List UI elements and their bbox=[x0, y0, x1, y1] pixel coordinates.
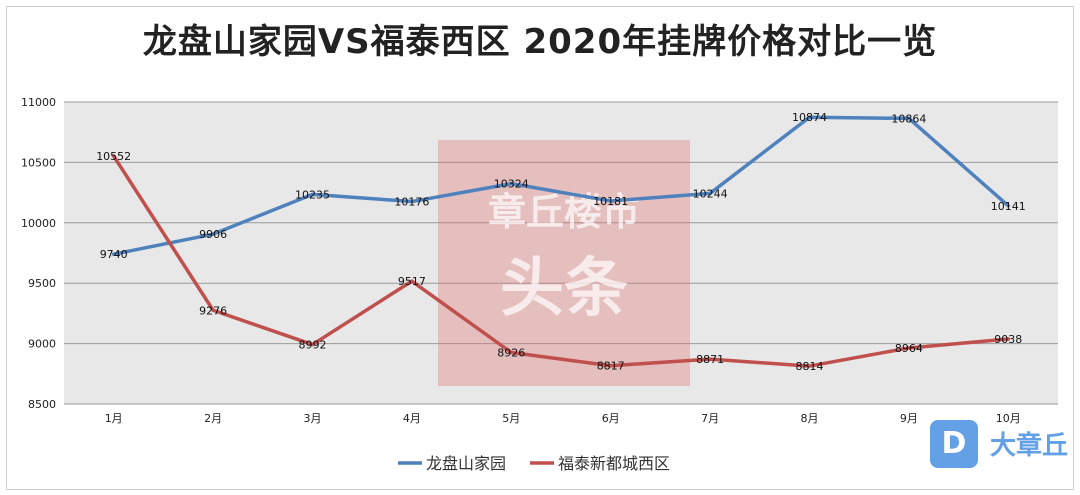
data-label: 10244 bbox=[693, 187, 728, 200]
series-line-2 bbox=[111, 154, 1011, 368]
plot-area bbox=[64, 102, 1058, 404]
data-label: 9038 bbox=[994, 333, 1022, 346]
y-tick-label: 11000 bbox=[21, 96, 56, 109]
data-label: 10324 bbox=[494, 178, 529, 191]
data-point bbox=[410, 200, 414, 204]
data-labels: 9740 9906 10235 10176 10324 10181 10244 10874 10… bbox=[96, 111, 1026, 373]
data-point bbox=[112, 252, 116, 256]
y-tick-label: 10000 bbox=[21, 217, 56, 230]
series-lines bbox=[111, 115, 1011, 368]
data-label: 8814 bbox=[796, 360, 824, 373]
data-label: 8964 bbox=[895, 342, 923, 355]
data-point bbox=[1006, 204, 1010, 208]
data-point bbox=[311, 192, 314, 196]
x-tick-label: 8月 bbox=[801, 412, 819, 425]
data-point bbox=[509, 351, 513, 355]
data-label: 10235 bbox=[295, 188, 330, 201]
x-tick-label: 4月 bbox=[403, 412, 421, 425]
logo-icon: D bbox=[930, 420, 978, 468]
data-point bbox=[808, 364, 811, 368]
data-point bbox=[708, 191, 712, 195]
x-axis-ticks: 1月 2月 3月 4月 5月 6月 7月 8月 9月 10月 bbox=[105, 412, 1021, 425]
watermark-line2: 头条 bbox=[500, 252, 628, 326]
x-tick-label: 6月 bbox=[602, 412, 620, 425]
data-label: 10181 bbox=[593, 195, 628, 208]
data-point bbox=[907, 116, 911, 120]
data-label: 10864 bbox=[891, 112, 926, 125]
data-label: 10141 bbox=[991, 200, 1026, 213]
legend: 龙盘山家园 福泰新都城西区 bbox=[398, 454, 670, 473]
data-label: 10874 bbox=[792, 111, 827, 124]
data-point bbox=[211, 232, 215, 236]
data-point bbox=[509, 182, 513, 186]
data-point bbox=[708, 357, 712, 361]
data-label: 8992 bbox=[299, 339, 327, 352]
data-label: 9517 bbox=[398, 275, 426, 288]
data-label: 9906 bbox=[199, 228, 227, 241]
data-label: 10552 bbox=[96, 150, 131, 163]
data-label: 10176 bbox=[394, 196, 429, 209]
data-point bbox=[609, 199, 613, 203]
x-tick-label: 9月 bbox=[900, 412, 918, 425]
watermark-line1: 章丘楼市 bbox=[488, 190, 640, 234]
y-tick-label: 8500 bbox=[28, 398, 56, 411]
watermark-box bbox=[438, 140, 690, 386]
series-line-1 bbox=[111, 115, 1011, 256]
y-tick-label: 9500 bbox=[28, 277, 56, 290]
data-label: 9276 bbox=[199, 304, 227, 317]
data-label: 9740 bbox=[100, 248, 128, 261]
data-point bbox=[1006, 337, 1010, 341]
data-point bbox=[907, 346, 911, 350]
watermark-center: 章丘楼市 头条 bbox=[438, 140, 690, 386]
data-point bbox=[211, 308, 215, 312]
x-tick-label: 7月 bbox=[701, 412, 719, 425]
data-point bbox=[609, 364, 613, 368]
data-label: 8871 bbox=[696, 353, 724, 366]
legend-label-2: 福泰新都城西区 bbox=[558, 454, 670, 473]
data-label: 8926 bbox=[497, 347, 525, 360]
data-label: 8817 bbox=[597, 360, 625, 373]
legend-label-1: 龙盘山家园 bbox=[426, 454, 506, 473]
data-point bbox=[410, 279, 414, 283]
gridlines bbox=[64, 101, 1058, 405]
x-tick-label: 5月 bbox=[502, 412, 520, 425]
data-point bbox=[112, 154, 116, 158]
x-tick-label: 3月 bbox=[304, 412, 322, 425]
y-tick-label: 10500 bbox=[21, 156, 56, 169]
x-tick-label: 2月 bbox=[204, 412, 222, 425]
x-tick-label: 10月 bbox=[996, 412, 1021, 425]
data-point bbox=[311, 343, 314, 347]
data-point bbox=[808, 115, 811, 119]
logo-text: 大章丘 bbox=[990, 431, 1069, 461]
x-tick-label: 1月 bbox=[105, 412, 123, 425]
chart-title: 龙盘山家园VS福泰西区 2020年挂牌价格对比一览 bbox=[142, 22, 938, 62]
y-tick-label: 9000 bbox=[28, 338, 56, 351]
y-axis-ticks: 8500 9000 9500 10000 10500 11000 bbox=[21, 96, 56, 411]
